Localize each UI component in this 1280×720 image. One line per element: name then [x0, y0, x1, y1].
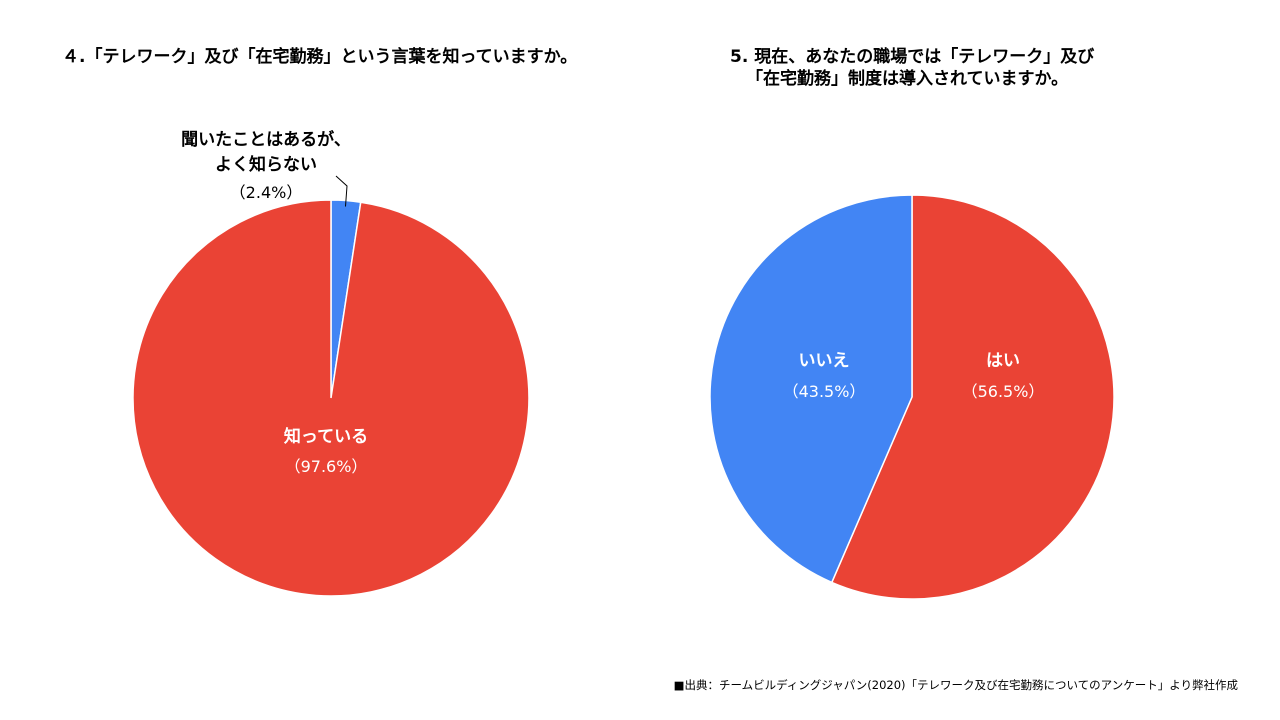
chart-2-slice-2-name-label: いいえ [799, 351, 850, 371]
chart-1-slice-1-name-label: よく知らない [215, 154, 317, 175]
source-note: ■出典：チームビルディングジャパン(2020)「テレワーク及び在宅勤務についての… [673, 678, 1238, 692]
chart-2-title-line-1: 5. 現在、あなたの職場では「テレワーク」及び [730, 47, 1095, 67]
chart-1-slice-2-name-label: 知っている [283, 426, 368, 447]
pie-chart-awareness: 聞いたことはあるが、よく知らない （2.4%） 知っている （97.6%） [132, 129, 530, 597]
chart-2-slice-1 [830, 194, 1115, 600]
chart-2-slice-2 [709, 194, 913, 584]
pie-chart-adoption: はい （56.5%） いいえ （43.5%） [709, 194, 1115, 600]
chart-1-slice-2-percent-label: （97.6%） [285, 457, 368, 476]
chart-2-slice-1-percent-label: （56.5%） [962, 382, 1045, 401]
chart-1-slice-1-name-label: 聞いたことはあるが、 [181, 129, 351, 150]
chart-2-slice-1-name-label: はい [986, 351, 1020, 371]
chart-2-title: 5. 現在、あなたの職場では「テレワーク」及び 「在宅勤務」制度は導入されていま… [730, 46, 1094, 90]
chart-2-title-line-2: 「在宅勤務」制度は導入されていますか。 [746, 69, 1069, 89]
chart-2-slice-2-percent-label: （43.5%） [783, 382, 866, 401]
chart-1-slice-1-percent-label: （2.4%） [230, 183, 303, 202]
chart-1-slice-2 [132, 199, 530, 597]
chart-1-slice-1-callout-line [335, 175, 348, 207]
chart-1-title: ４.「テレワーク」及び「在宅勤務」という言葉を知っていますか。 [62, 47, 578, 67]
